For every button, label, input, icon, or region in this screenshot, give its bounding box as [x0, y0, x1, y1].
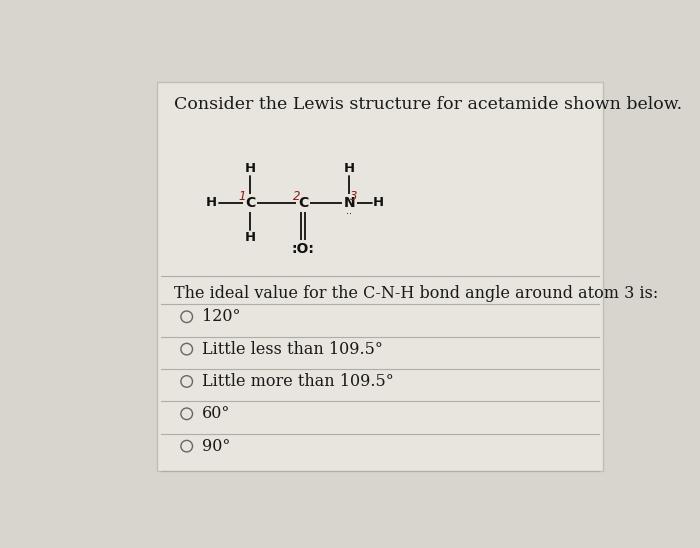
Text: H: H: [372, 196, 384, 209]
Text: 2: 2: [293, 191, 300, 203]
Text: H: H: [344, 162, 355, 175]
Text: 60°: 60°: [202, 406, 230, 423]
Text: 1: 1: [239, 191, 246, 203]
Text: Little less than 109.5°: Little less than 109.5°: [202, 341, 383, 358]
FancyBboxPatch shape: [158, 82, 603, 471]
Text: ··: ··: [346, 209, 352, 219]
Text: H: H: [245, 162, 255, 175]
Text: 90°: 90°: [202, 438, 230, 455]
Text: C: C: [245, 196, 255, 210]
Text: Little more than 109.5°: Little more than 109.5°: [202, 373, 394, 390]
Text: H: H: [206, 196, 217, 209]
Text: Consider the Lewis structure for acetamide shown below.: Consider the Lewis structure for acetami…: [174, 96, 682, 113]
Text: H: H: [245, 231, 255, 244]
Text: 120°: 120°: [202, 309, 241, 326]
Text: C: C: [298, 196, 308, 210]
Text: :O:: :O:: [291, 242, 314, 256]
Text: N: N: [344, 196, 356, 210]
Text: 3: 3: [351, 191, 358, 203]
Text: The ideal value for the C-N-H bond angle around atom 3 is:: The ideal value for the C-N-H bond angle…: [174, 285, 659, 302]
